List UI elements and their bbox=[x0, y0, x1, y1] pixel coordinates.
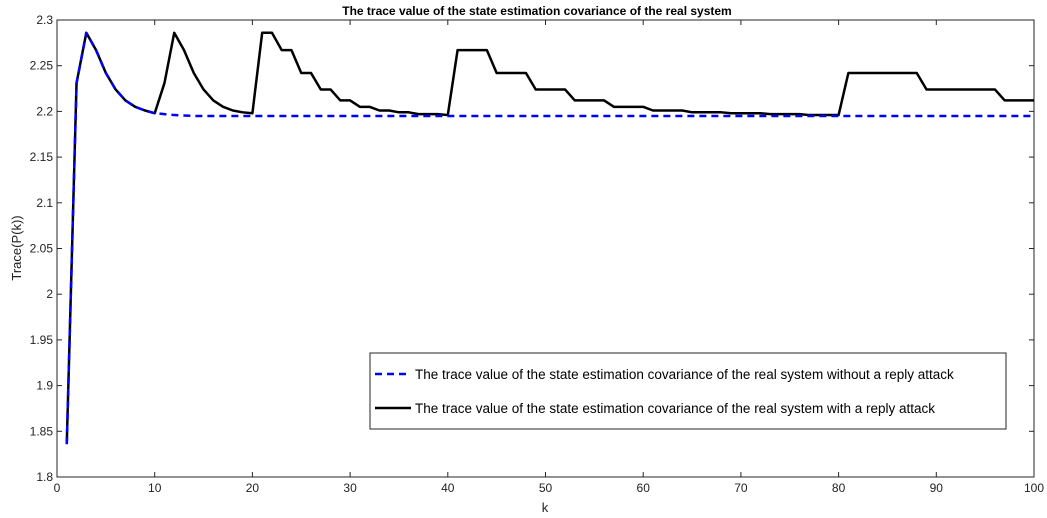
y-tick-label: 2.05 bbox=[30, 242, 54, 256]
x-tick-label: 0 bbox=[54, 481, 61, 495]
x-tick-label: 20 bbox=[246, 481, 260, 495]
y-tick-label: 2.2 bbox=[36, 104, 53, 118]
x-axis: 0 10 20 30 40 50 60 70 80 90 100 bbox=[54, 20, 1044, 495]
series-layer bbox=[65, 31, 1034, 445]
y-tick-label: 2.1 bbox=[36, 196, 53, 210]
x-tick-label: 90 bbox=[930, 481, 944, 495]
x-tick-label: 50 bbox=[539, 481, 553, 495]
legend: The trace value of the state estimation … bbox=[369, 352, 1007, 430]
x-tick-label: 80 bbox=[832, 481, 846, 495]
y-axis: 1.8 1.85 1.9 1.95 2 2.05 2.1 2.15 2.2 2.25 2.3 bbox=[30, 13, 1034, 484]
x-tick-label: 30 bbox=[343, 481, 357, 495]
x-tick-label: 100 bbox=[1024, 481, 1044, 495]
y-tick-label: 2.25 bbox=[30, 59, 54, 73]
y-tick-label: 1.8 bbox=[36, 470, 53, 484]
x-tick-label: 70 bbox=[734, 481, 748, 495]
legend-label-with-attack: The trace value of the state estimation … bbox=[415, 401, 935, 416]
series-line-without-attack bbox=[65, 31, 1034, 445]
y-tick-label: 1.9 bbox=[36, 379, 53, 393]
x-tick-label: 40 bbox=[441, 481, 455, 495]
y-axis-label: Trace(P(k)) bbox=[9, 215, 24, 280]
x-axis-label: k bbox=[542, 500, 549, 515]
y-tick-label: 2.15 bbox=[30, 150, 54, 164]
y-tick-label: 2 bbox=[46, 287, 53, 301]
y-tick-label: 1.95 bbox=[30, 333, 54, 347]
series-line-with-attack bbox=[65, 31, 1034, 445]
chart-title: The trace value of the state estimation … bbox=[342, 4, 731, 18]
x-tick-label: 10 bbox=[148, 481, 162, 495]
legend-box bbox=[369, 352, 1007, 430]
x-tick-label: 60 bbox=[637, 481, 651, 495]
legend-label-without-attack: The trace value of the state estimation … bbox=[415, 367, 954, 382]
y-tick-label: 1.85 bbox=[30, 424, 54, 438]
y-tick-label: 2.3 bbox=[36, 13, 53, 27]
